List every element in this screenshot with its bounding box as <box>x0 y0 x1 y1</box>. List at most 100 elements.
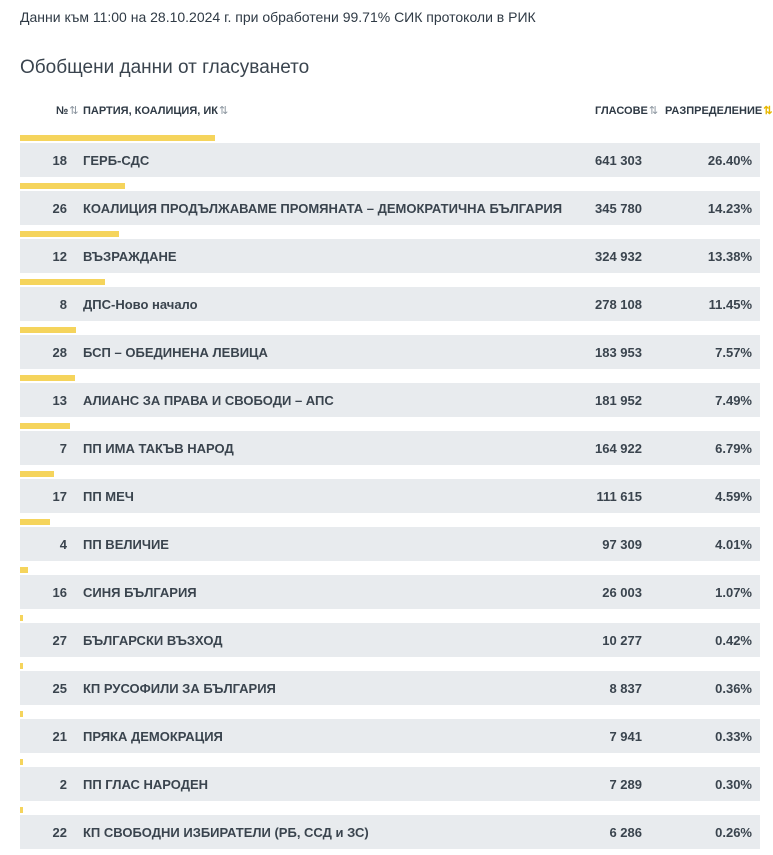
table-row: 2 ПП ГЛАС НАРОДЕН 7 289 0.30% <box>20 759 760 807</box>
party-number: 28 <box>52 345 67 360</box>
result-row: 4 ПП ВЕЛИЧИЕ 97 309 4.01% <box>20 527 760 561</box>
table-row: 13 АЛИАНС ЗА ПРАВА И СВОБОДИ – АПС 181 952… <box>20 375 760 423</box>
vote-percentage: 0.36% <box>715 681 752 696</box>
page-title: Обобщени данни от гласуването <box>20 57 310 78</box>
vote-percentage: 0.30% <box>715 777 752 792</box>
result-row: 16 СИНЯ БЪЛГАРИЯ 26 003 1.07% <box>20 575 760 609</box>
table-row: 17 ПП МЕЧ 111 615 4.59% <box>20 471 760 519</box>
party-name: КОАЛИЦИЯ ПРОДЪЛЖАВАМЕ ПРОМЯНАТА – ДЕМОКР… <box>83 201 563 216</box>
share-bar <box>20 759 23 765</box>
party-number: 18 <box>52 153 67 168</box>
party-name: АЛИАНС ЗА ПРАВА И СВОБОДИ – АПС <box>83 393 334 408</box>
vote-count: 345 780 <box>595 201 642 216</box>
table-header: № ⇅ ПАРТИЯ, КОАЛИЦИЯ, ИК ⇅ ГЛАСОВЕ ⇅ РАЗПРЕ… <box>20 104 772 122</box>
result-row: 13 АЛИАНС ЗА ПРАВА И СВОБОДИ – АПС 181 952… <box>20 383 760 417</box>
column-header-distribution[interactable]: РАЗПРЕДЕЛЕНИЕ ⇅ <box>665 104 773 118</box>
result-row: 17 ПП МЕЧ 111 615 4.59% <box>20 479 760 513</box>
party-name: БЪЛГАРСКИ ВЪЗХОД <box>83 633 223 648</box>
share-bar <box>20 183 125 189</box>
table-row: 22 КП СВОБОДНИ ИЗБИРАТЕЛИ (РБ, ССД и ЗС) 6… <box>20 807 760 855</box>
party-number: 16 <box>52 585 67 600</box>
party-number: 25 <box>52 681 67 696</box>
table-row: 4 ПП ВЕЛИЧИЕ 97 309 4.01% <box>20 519 760 567</box>
party-name: КП РУСОФИЛИ ЗА БЪЛГАРИЯ <box>83 681 276 696</box>
data-timestamp-note: Данни към 11:00 на 28.10.2024 г. при обр… <box>20 9 536 25</box>
share-bar <box>20 327 76 333</box>
share-bar <box>20 423 70 429</box>
share-bar <box>20 807 23 813</box>
column-header-number-label: № <box>56 104 69 117</box>
share-bar <box>20 615 23 621</box>
party-number: 4 <box>59 537 67 552</box>
party-name: ДПС-Ново начало <box>83 297 198 312</box>
party-name: ГЕРБ-СДС <box>83 153 150 168</box>
vote-count: 26 003 <box>602 585 642 600</box>
party-number: 26 <box>52 201 67 216</box>
vote-count: 183 953 <box>595 345 642 360</box>
sort-icon[interactable]: ⇅ <box>218 105 229 117</box>
table-row: 25 КП РУСОФИЛИ ЗА БЪЛГАРИЯ 8 837 0.36% <box>20 663 760 711</box>
table-row: 28 БСП – ОБЕДИНЕНА ЛЕВИЦА 183 953 7.57% <box>20 327 760 375</box>
result-row: 22 КП СВОБОДНИ ИЗБИРАТЕЛИ (РБ, ССД и ЗС) 6… <box>20 815 760 849</box>
share-bar <box>20 375 75 381</box>
vote-percentage: 0.26% <box>715 825 752 840</box>
share-bar <box>20 231 119 237</box>
party-name: ВЪЗРАЖДАНЕ <box>83 249 177 264</box>
table-row: 7 ПП ИМА ТАКЪВ НАРОД 164 922 6.79% <box>20 423 760 471</box>
party-name: ПРЯКА ДЕМОКРАЦИЯ <box>83 729 223 744</box>
table-row: 27 БЪЛГАРСКИ ВЪЗХОД 10 277 0.42% <box>20 615 760 663</box>
vote-percentage: 4.01% <box>715 537 752 552</box>
vote-count: 6 286 <box>609 825 642 840</box>
result-row: 18 ГЕРБ-СДС 641 303 26.40% <box>20 143 760 177</box>
party-number: 13 <box>52 393 67 408</box>
vote-percentage: 14.23% <box>707 201 752 216</box>
column-header-party[interactable]: ПАРТИЯ, КОАЛИЦИЯ, ИК ⇅ <box>83 104 229 118</box>
column-header-votes[interactable]: ГЛАСОВЕ ⇅ <box>595 104 659 118</box>
table-row: 8 ДПС-Ново начало 278 108 11.45% <box>20 279 760 327</box>
results-table: 18 ГЕРБ-СДС 641 303 26.40% 26 КОАЛИЦИЯ ПРОДЪЛ… <box>20 135 760 855</box>
result-row: 7 ПП ИМА ТАКЪВ НАРОД 164 922 6.79% <box>20 431 760 465</box>
result-row: 28 БСП – ОБЕДИНЕНА ЛЕВИЦА 183 953 7.57% <box>20 335 760 369</box>
party-name: ПП ИМА ТАКЪВ НАРОД <box>83 441 234 456</box>
party-number: 21 <box>52 729 67 744</box>
share-bar <box>20 471 54 477</box>
party-number: 2 <box>59 777 67 792</box>
vote-percentage: 1.07% <box>715 585 752 600</box>
vote-percentage: 13.38% <box>707 249 752 264</box>
vote-percentage: 7.49% <box>715 393 752 408</box>
vote-count: 111 615 <box>596 489 642 504</box>
result-row: 12 ВЪЗРАЖДАНЕ 324 932 13.38% <box>20 239 760 273</box>
party-name: ПП ГЛАС НАРОДЕН <box>83 777 209 792</box>
vote-percentage: 0.33% <box>715 729 752 744</box>
table-row: 12 ВЪЗРАЖДАНЕ 324 932 13.38% <box>20 231 760 279</box>
vote-percentage: 4.59% <box>715 489 752 504</box>
column-header-number[interactable]: № ⇅ <box>56 104 79 118</box>
table-row: 18 ГЕРБ-СДС 641 303 26.40% <box>20 135 760 183</box>
vote-count: 8 837 <box>609 681 642 696</box>
party-name: БСП – ОБЕДИНЕНА ЛЕВИЦА <box>83 345 268 360</box>
share-bar <box>20 279 105 285</box>
party-number: 8 <box>59 297 67 312</box>
sort-icon[interactable]: ⇅ <box>69 105 79 117</box>
result-row: 27 БЪЛГАРСКИ ВЪЗХОД 10 277 0.42% <box>20 623 760 657</box>
party-number: 17 <box>52 489 67 504</box>
table-row: 21 ПРЯКА ДЕМОКРАЦИЯ 7 941 0.33% <box>20 711 760 759</box>
result-row: 26 КОАЛИЦИЯ ПРОДЪЛЖАВАМЕ ПРОМЯНАТА – ДЕМО… <box>20 191 760 225</box>
vote-count: 7 941 <box>609 729 642 744</box>
vote-count: 324 932 <box>595 249 642 264</box>
vote-percentage: 0.42% <box>715 633 752 648</box>
table-row: 26 КОАЛИЦИЯ ПРОДЪЛЖАВАМЕ ПРОМЯНАТА – ДЕМО… <box>20 183 760 231</box>
sort-active-icon[interactable]: ⇅ <box>763 105 773 117</box>
share-bar <box>20 711 23 717</box>
party-name: КП СВОБОДНИ ИЗБИРАТЕЛИ (РБ, ССД и ЗС) <box>83 825 369 840</box>
share-bar <box>20 567 28 573</box>
result-row: 2 ПП ГЛАС НАРОДЕН 7 289 0.30% <box>20 767 760 801</box>
party-name: СИНЯ БЪЛГАРИЯ <box>83 585 197 600</box>
sort-icon[interactable]: ⇅ <box>648 105 659 117</box>
party-number: 27 <box>52 633 67 648</box>
vote-count: 641 303 <box>595 153 642 168</box>
party-number: 22 <box>52 825 67 840</box>
share-bar <box>20 135 215 141</box>
vote-percentage: 6.79% <box>715 441 752 456</box>
party-number: 12 <box>52 249 67 264</box>
